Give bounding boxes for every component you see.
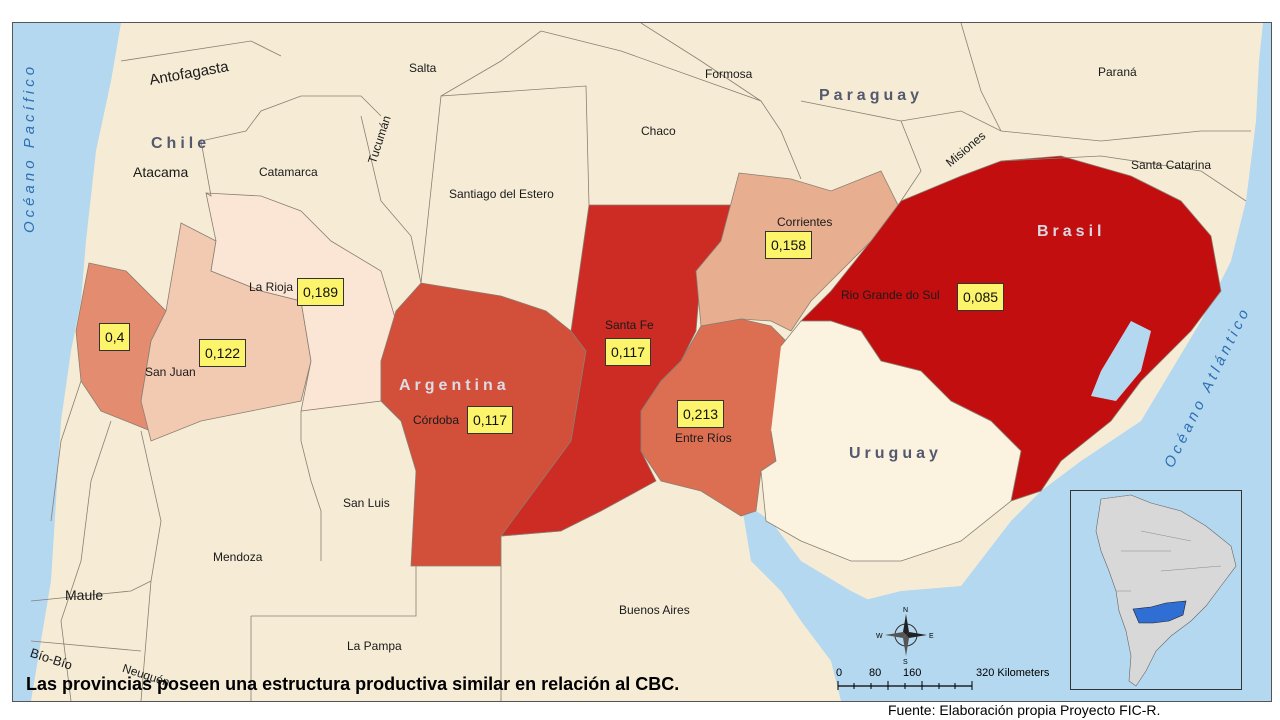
label-san-luis: San Luis <box>343 496 390 510</box>
inset-borders <box>1100 494 1222 592</box>
label-salta: Salta <box>409 61 437 75</box>
inset-map-graphic <box>1095 494 1237 687</box>
south-america-shape <box>1095 494 1237 687</box>
value-la-rioja: 0,189 <box>297 278 345 306</box>
label-santiago-del-estero: Santiago del Estero <box>449 187 554 201</box>
value-west: 0,4 <box>99 323 131 351</box>
lagoa-dos-patos <box>1091 321 1151 401</box>
label-cordoba: Córdoba <box>413 413 460 427</box>
country-chile: Chile <box>151 135 211 152</box>
label-chaco: Chaco <box>641 124 676 138</box>
label-entre-rios: Entre Ríos <box>675 431 732 445</box>
label-mendoza: Mendoza <box>213 550 263 564</box>
label-atacama: Atacama <box>133 164 189 180</box>
compass-w: W <box>876 633 883 640</box>
label-catamarca: Catamarca <box>259 165 318 179</box>
scale-tick-160: 160 <box>903 667 921 679</box>
source-note: Fuente: Elaboración propia Proyecto FIC-… <box>888 702 1161 718</box>
compass-rose: N S W E <box>876 604 936 666</box>
label-corrientes: Corrientes <box>777 215 833 229</box>
label-la-rioja: La Rioja <box>249 280 294 294</box>
pacific-ocean <box>13 23 121 701</box>
country-brasil: Brasil <box>1037 223 1106 240</box>
country-paraguay: Paraguay <box>819 87 924 104</box>
value-santa-fe: 0,117 <box>605 338 651 366</box>
label-parana: Paraná <box>1098 65 1137 79</box>
label-san-juan: San Juan <box>145 365 196 379</box>
scale-tick-80: 80 <box>869 667 881 679</box>
label-formosa: Formosa <box>705 67 753 81</box>
label-maule: Maule <box>65 587 104 603</box>
label-santa-catarina: Santa Catarina <box>1131 158 1212 172</box>
compass-n: N <box>903 607 908 614</box>
label-la-pampa: La Pampa <box>347 639 402 653</box>
value-cordoba: 0,117 <box>467 406 513 434</box>
inset-map <box>1070 490 1242 690</box>
river-plate <box>741 501 871 611</box>
value-entre-rios: 0,213 <box>677 400 725 428</box>
compass-e: E <box>929 633 934 640</box>
scale-bar-graphic: 0 80 160 320 Kilometers <box>836 667 1050 690</box>
province-boundaries <box>30 23 1251 701</box>
study-area-highlight <box>1132 600 1187 624</box>
compass-rose-graphic: N S W E <box>876 607 934 666</box>
map-caption: Las provincias poseen una estructura pro… <box>26 674 680 694</box>
scale-tick-0: 0 <box>836 667 842 679</box>
compass-s: S <box>903 659 908 664</box>
value-corrientes: 0,158 <box>765 231 813 259</box>
scale-bar: 0 80 160 320 Kilometers <box>836 664 1076 696</box>
label-rio-grande-do-sul: Rio Grande do Sul <box>841 288 940 302</box>
scale-tick-320: 320 Kilometers <box>976 667 1050 679</box>
ocean-pacific: Océano Pacífico <box>21 62 38 233</box>
value-rio-grande-do-sul: 0,085 <box>957 283 1005 311</box>
country-uruguay: Uruguay <box>849 445 942 462</box>
value-san-juan: 0,122 <box>199 339 247 367</box>
label-buenos-aires: Buenos Aires <box>619 603 690 617</box>
region-uruguay <box>760 320 1022 562</box>
country-argentina: Argentina <box>399 377 510 394</box>
label-santa-fe: Santa Fe <box>605 318 654 332</box>
